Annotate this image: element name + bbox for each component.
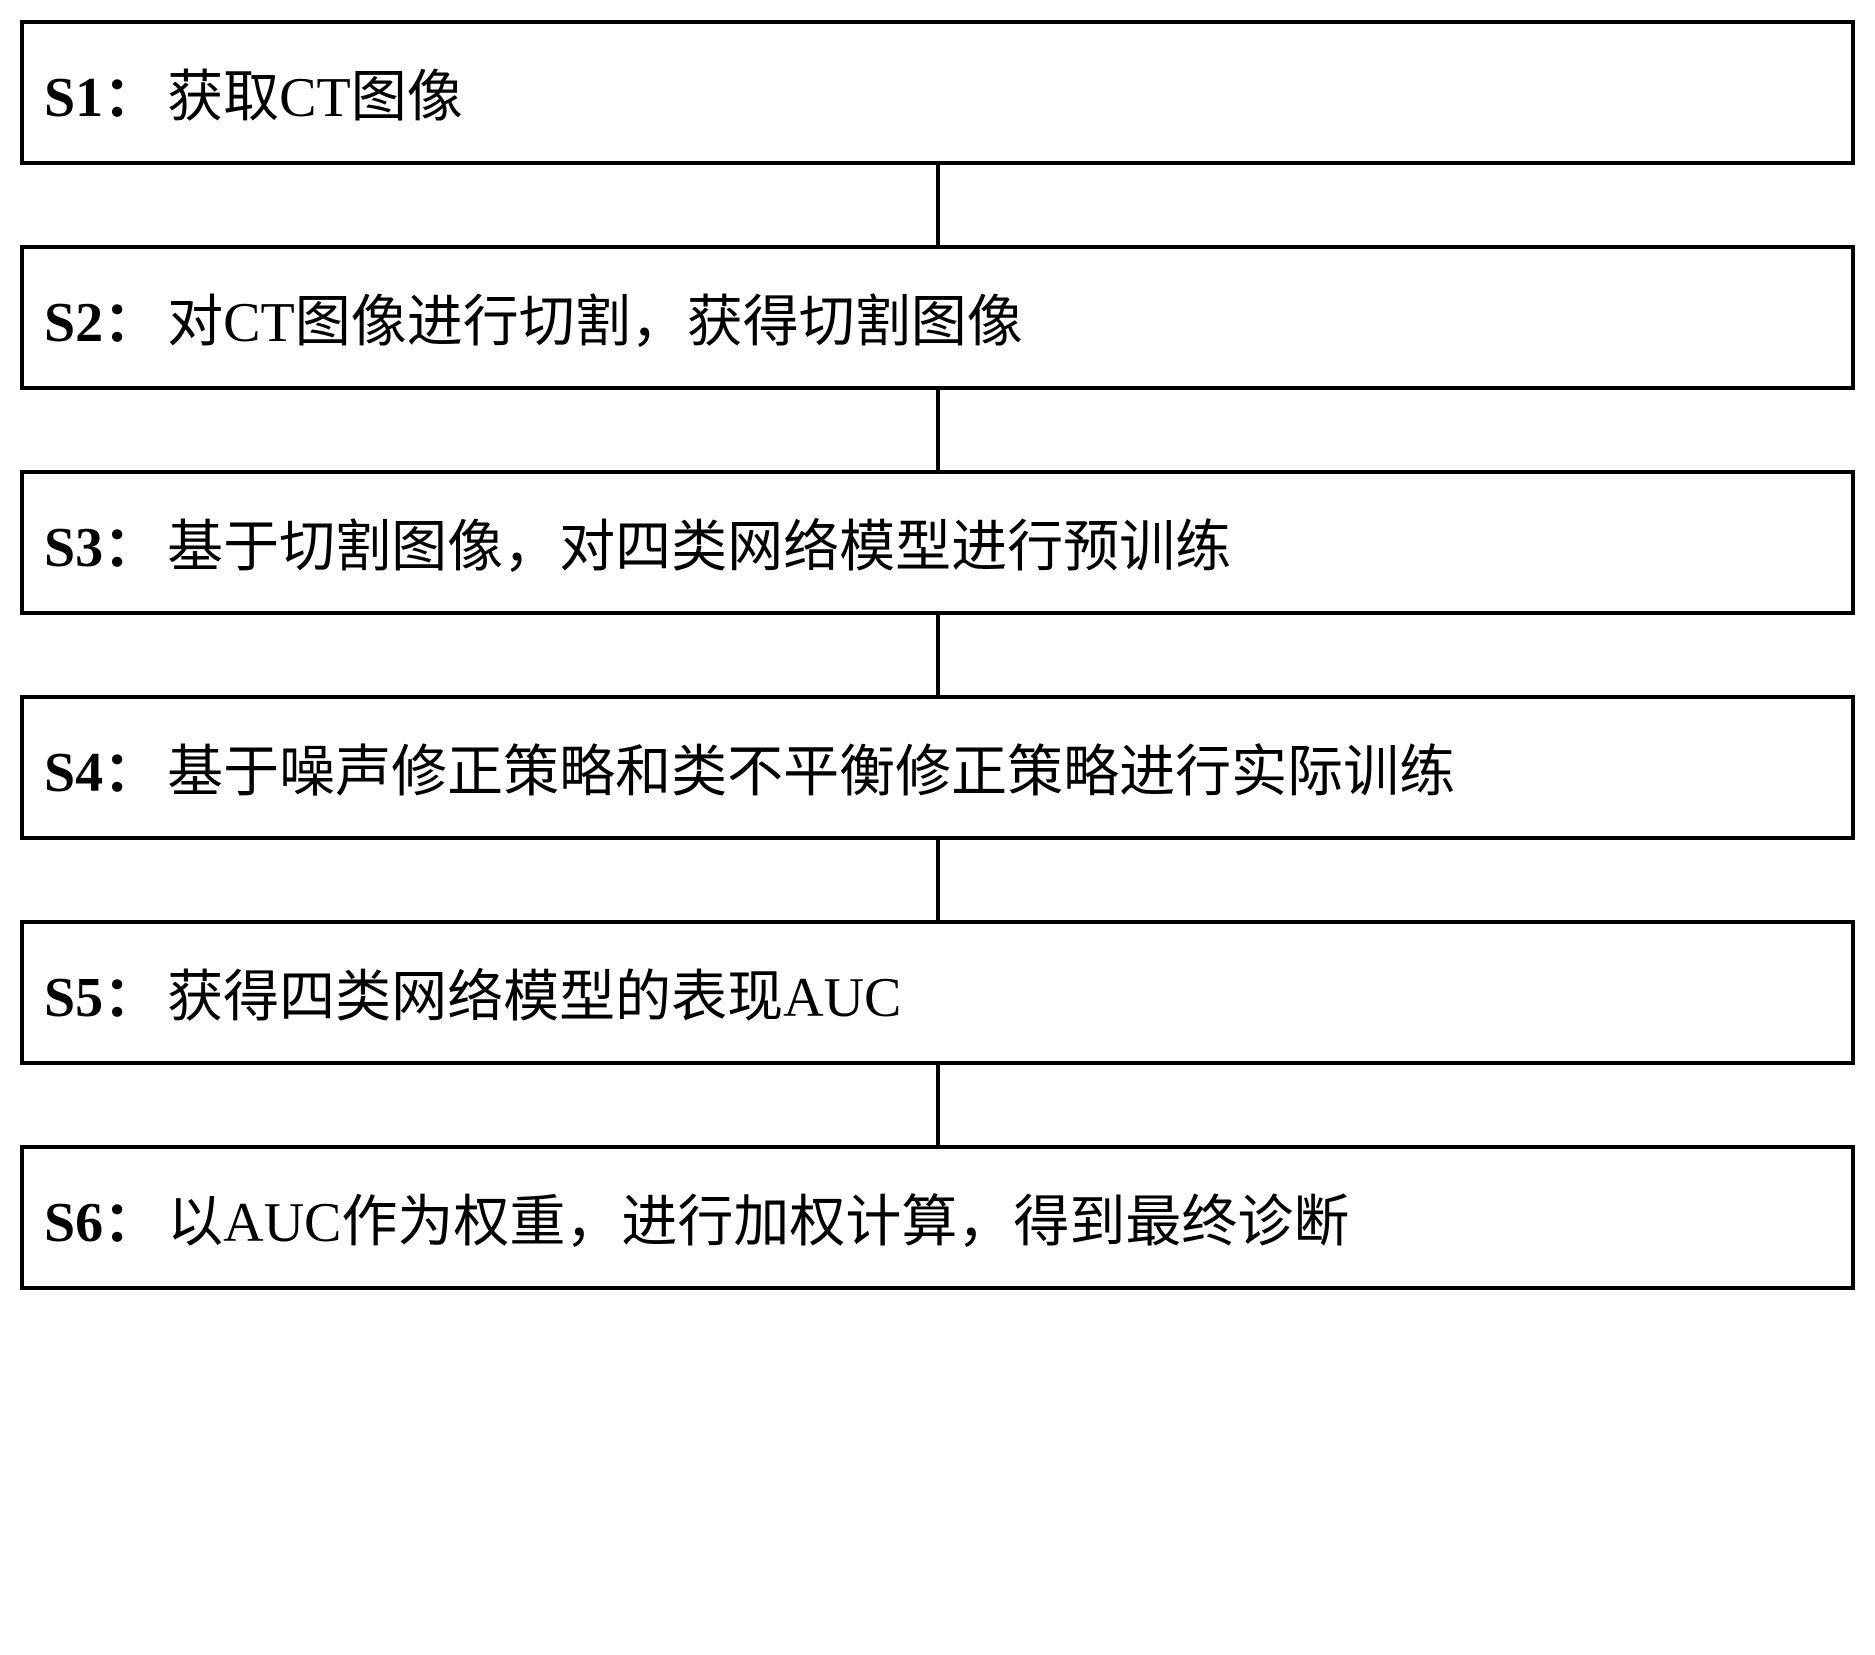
step-text: 获取CT图像 bbox=[167, 52, 463, 133]
connector bbox=[936, 840, 940, 920]
step-box-s6: S6： 以AUC作为权重，进行加权计算，得到最终诊断 bbox=[20, 1145, 1855, 1290]
connector bbox=[936, 1065, 940, 1145]
flowchart-container: S1： 获取CT图像 S2： 对CT图像进行切割，获得切割图像 S3： 基于切割… bbox=[20, 20, 1855, 1290]
step-box-s3: S3： 基于切割图像，对四类网络模型进行预训练 bbox=[20, 470, 1855, 615]
step-label: S3： bbox=[44, 502, 159, 583]
step-text: 获得四类网络模型的表现AUC bbox=[167, 952, 901, 1033]
step-text: 对CT图像进行切割，获得切割图像 bbox=[167, 277, 1023, 358]
step-box-s1: S1： 获取CT图像 bbox=[20, 20, 1855, 165]
connector bbox=[936, 615, 940, 695]
step-label: S5： bbox=[44, 952, 159, 1033]
step-text: 基于噪声修正策略和类不平衡修正策略进行实际训练 bbox=[167, 727, 1455, 808]
step-text: 以AUC作为权重，进行加权计算，得到最终诊断 bbox=[167, 1177, 1349, 1258]
step-label: S2： bbox=[44, 277, 159, 358]
connector bbox=[936, 165, 940, 245]
connector bbox=[936, 390, 940, 470]
step-box-s5: S5： 获得四类网络模型的表现AUC bbox=[20, 920, 1855, 1065]
step-text: 基于切割图像，对四类网络模型进行预训练 bbox=[167, 502, 1231, 583]
step-box-s2: S2： 对CT图像进行切割，获得切割图像 bbox=[20, 245, 1855, 390]
step-box-s4: S4： 基于噪声修正策略和类不平衡修正策略进行实际训练 bbox=[20, 695, 1855, 840]
step-label: S1： bbox=[44, 52, 159, 133]
step-label: S6： bbox=[44, 1177, 159, 1258]
step-label: S4： bbox=[44, 727, 159, 808]
